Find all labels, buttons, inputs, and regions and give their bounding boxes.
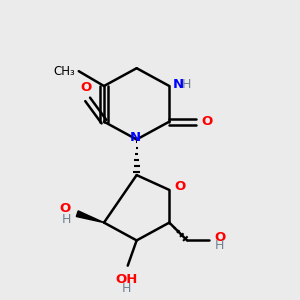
Text: N: N [173, 78, 184, 91]
Polygon shape [76, 211, 104, 223]
Text: H: H [182, 78, 191, 91]
Text: N: N [130, 131, 141, 145]
Text: O: O [59, 202, 71, 215]
Text: O: O [175, 180, 186, 193]
Text: CH₃: CH₃ [53, 65, 75, 78]
Text: OH: OH [115, 273, 137, 286]
Text: H: H [122, 282, 131, 295]
Text: H: H [215, 239, 224, 252]
Text: O: O [80, 81, 92, 94]
Text: O: O [215, 231, 226, 244]
Text: H: H [61, 212, 71, 226]
Text: O: O [201, 115, 213, 128]
